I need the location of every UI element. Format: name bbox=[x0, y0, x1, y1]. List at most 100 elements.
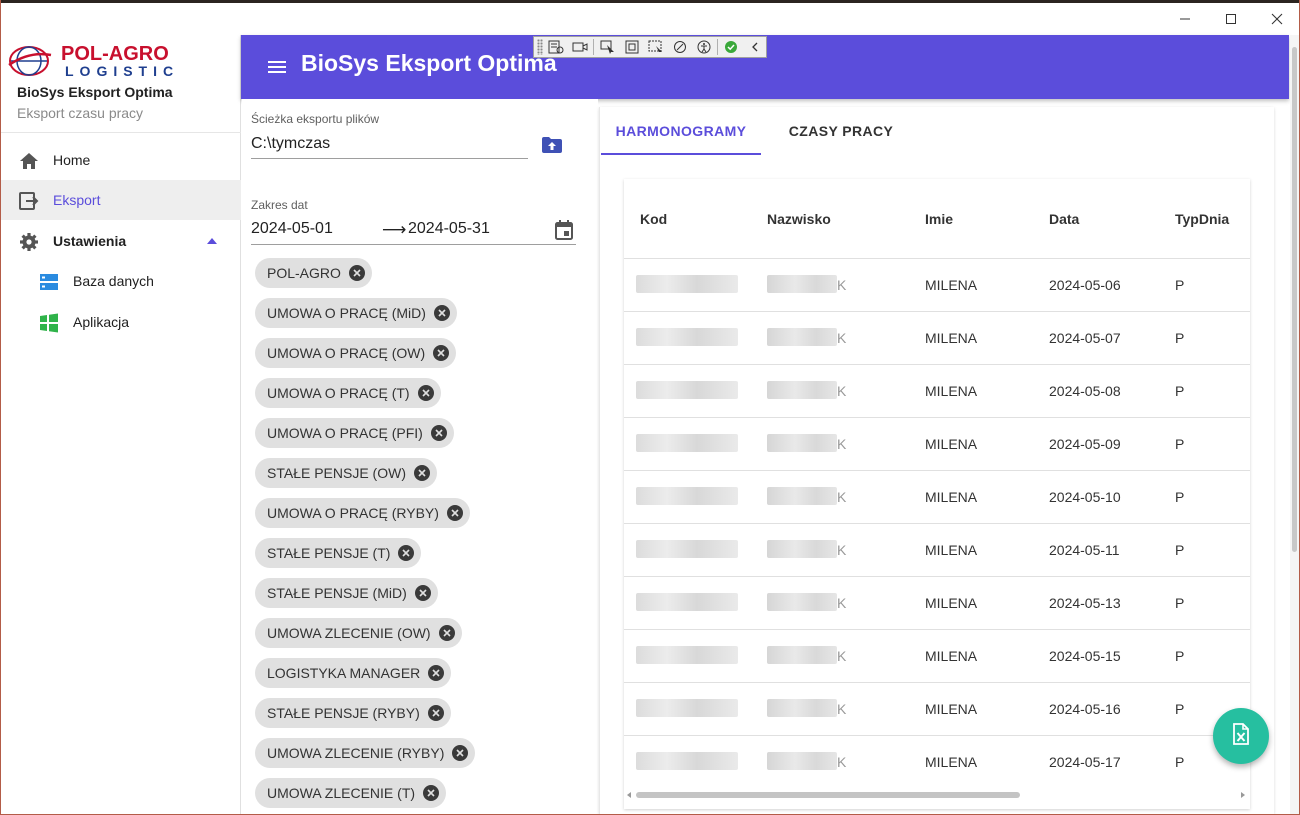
redacted-nazwisko bbox=[767, 540, 837, 558]
redacted-nazwisko bbox=[767, 646, 837, 664]
redacted-kod bbox=[636, 328, 738, 346]
chip-remove-icon[interactable] bbox=[428, 665, 445, 681]
tab-czasy-pracy[interactable]: CZASY PRACY bbox=[788, 123, 894, 139]
live-tree-icon[interactable] bbox=[546, 38, 567, 56]
filter-chip[interactable]: POL-AGRO bbox=[255, 258, 372, 288]
chip-remove-icon[interactable] bbox=[348, 265, 365, 281]
collapse-chevron-icon[interactable] bbox=[745, 38, 766, 56]
chip-label: LOGISTYKA MANAGER bbox=[267, 665, 421, 681]
table-row[interactable]: K MILENA 2024-05-13 P bbox=[624, 576, 1250, 629]
sidebar-item-aplikacja[interactable]: Aplikacja bbox=[1, 302, 241, 342]
folder-upload-icon[interactable] bbox=[540, 133, 564, 157]
sidebar-item-eksport[interactable]: Eksport bbox=[1, 180, 241, 220]
chip-label: STAŁE PENSJE (OW) bbox=[267, 465, 406, 481]
column-header-typdnia[interactable]: TypDnia bbox=[1175, 211, 1230, 227]
scrollbar-thumb[interactable] bbox=[1292, 47, 1297, 552]
filter-chip[interactable]: UMOWA ZLECENIE (T) bbox=[255, 778, 447, 808]
date-to-input[interactable]: 2024-05-31 bbox=[408, 220, 490, 237]
video-camera-icon[interactable] bbox=[570, 38, 591, 56]
export-excel-button[interactable] bbox=[1213, 708, 1269, 764]
sidebar-item-baza-danych[interactable]: Baza danych bbox=[1, 261, 241, 301]
windows-icon bbox=[38, 312, 60, 334]
table-row[interactable]: K MILENA 2024-05-06 P bbox=[624, 258, 1250, 311]
filter-chip[interactable]: LOGISTYKA MANAGER bbox=[255, 658, 452, 688]
table-row[interactable]: K MILENA 2024-05-17 P bbox=[624, 735, 1250, 788]
chip-remove-icon[interactable] bbox=[452, 745, 469, 761]
filter-chip[interactable]: UMOWA ZLECENIE (OW) bbox=[255, 618, 462, 648]
filter-chip[interactable]: STAŁE PENSJE (T) bbox=[255, 538, 422, 568]
binding-failures-icon[interactable] bbox=[669, 38, 690, 56]
chip-remove-icon[interactable] bbox=[433, 305, 450, 321]
track-focus-icon[interactable] bbox=[645, 38, 666, 56]
table-row[interactable]: K MILENA 2024-05-07 P bbox=[624, 311, 1250, 364]
cell-imie: MILENA bbox=[925, 277, 978, 293]
scrollbar-thumb[interactable] bbox=[636, 792, 1020, 798]
svg-text:LOGISTIC: LOGISTIC bbox=[65, 63, 179, 79]
table-row[interactable]: K MILENA 2024-05-08 P bbox=[624, 364, 1250, 417]
filter-chip[interactable]: STAŁE PENSJE (OW) bbox=[255, 458, 437, 488]
chip-remove-icon[interactable] bbox=[413, 465, 430, 481]
cell-nazwisko-tail: K bbox=[837, 648, 847, 664]
minimize-icon[interactable] bbox=[1162, 3, 1208, 35]
chip-remove-icon[interactable] bbox=[430, 425, 447, 441]
filter-chip[interactable]: UMOWA O PRACĘ (PFI) bbox=[255, 418, 454, 448]
chip-remove-icon[interactable] bbox=[438, 625, 455, 641]
column-header-nazwisko[interactable]: Nazwisko bbox=[767, 211, 831, 227]
chip-remove-icon[interactable] bbox=[423, 785, 440, 801]
grip-icon[interactable] bbox=[537, 39, 543, 55]
chip-remove-icon[interactable] bbox=[417, 385, 434, 401]
redacted-kod bbox=[636, 434, 738, 452]
cell-imie: MILENA bbox=[925, 701, 978, 717]
filter-chip[interactable]: STAŁE PENSJE (MiD) bbox=[255, 578, 438, 608]
chip-remove-icon[interactable] bbox=[433, 345, 450, 361]
accessibility-icon[interactable] bbox=[694, 38, 715, 56]
chip-remove-icon[interactable] bbox=[446, 505, 463, 521]
filter-chip[interactable]: STAŁE PENSJE (RYBY) bbox=[255, 698, 451, 728]
filter-chip[interactable]: UMOWA O PRACĘ (MiD) bbox=[255, 298, 457, 328]
sidebar-item-home[interactable]: Home bbox=[1, 140, 241, 180]
horizontal-scrollbar[interactable] bbox=[624, 789, 1250, 801]
check-icon[interactable] bbox=[721, 38, 742, 56]
database-icon bbox=[38, 271, 60, 293]
chip-remove-icon[interactable] bbox=[414, 585, 431, 601]
sidebar-item-ustawienia[interactable]: Ustawienia bbox=[1, 221, 241, 261]
sidebar-divider bbox=[1, 132, 241, 133]
title-bar[interactable] bbox=[0, 3, 1300, 35]
filter-chip[interactable]: UMOWA O PRACĘ (OW) bbox=[255, 338, 457, 368]
column-header-data[interactable]: Data bbox=[1049, 211, 1080, 227]
export-form-panel: Ścieżka eksportu plików C:\tymczas Zakre… bbox=[242, 99, 598, 814]
sidebar-item-label: Ustawienia bbox=[53, 233, 127, 249]
cell-data: 2024-05-11 bbox=[1049, 542, 1120, 558]
date-from-input[interactable]: 2024-05-01 bbox=[251, 220, 333, 237]
data-table: Kod Nazwisko Imie Data TypDnia K MILENA 20… bbox=[624, 179, 1250, 809]
chip-label: UMOWA ZLECENIE (RYBY) bbox=[267, 745, 445, 761]
table-row[interactable]: K MILENA 2024-05-15 P bbox=[624, 629, 1250, 682]
sidebar-item-label: Aplikacja bbox=[73, 314, 130, 330]
tab-harmonogramy[interactable]: HARMONOGRAMY bbox=[615, 123, 747, 139]
maximize-icon[interactable] bbox=[1208, 3, 1254, 35]
desktop-strip bbox=[0, 0, 1300, 3]
table-row[interactable]: K MILENA 2024-05-10 P bbox=[624, 470, 1250, 523]
display-layout-icon[interactable] bbox=[621, 38, 642, 56]
chip-label: UMOWA O PRACĘ (PFI) bbox=[267, 425, 423, 441]
filter-chip[interactable]: UMOWA ZLECENIE (RYBY) bbox=[255, 738, 476, 768]
cell-typdnia: P bbox=[1175, 542, 1185, 558]
chip-remove-icon[interactable] bbox=[398, 545, 415, 561]
filter-chip[interactable]: UMOWA O PRACĘ (RYBY) bbox=[255, 498, 470, 528]
select-element-icon[interactable] bbox=[597, 38, 618, 56]
filter-chip[interactable]: UMOWA O PRACĘ (T) bbox=[255, 378, 441, 408]
chip-label: UMOWA O PRACĘ (OW) bbox=[267, 345, 426, 361]
close-icon[interactable] bbox=[1254, 3, 1300, 35]
cell-data: 2024-05-17 bbox=[1049, 754, 1121, 770]
column-header-kod[interactable]: Kod bbox=[640, 211, 668, 227]
path-input[interactable]: C:\tymczas bbox=[251, 135, 331, 152]
table-row[interactable]: K MILENA 2024-05-09 P bbox=[624, 417, 1250, 470]
calendar-icon[interactable] bbox=[552, 218, 576, 242]
hamburger-menu-icon[interactable] bbox=[265, 55, 289, 79]
vertical-scrollbar[interactable] bbox=[1290, 35, 1299, 814]
chip-remove-icon[interactable] bbox=[427, 705, 444, 721]
table-row[interactable]: K MILENA 2024-05-11 P bbox=[624, 523, 1250, 576]
column-header-imie[interactable]: Imie bbox=[925, 211, 954, 227]
chevron-up-icon[interactable] bbox=[207, 238, 217, 244]
table-row[interactable]: K MILENA 2024-05-16 P bbox=[624, 682, 1250, 735]
